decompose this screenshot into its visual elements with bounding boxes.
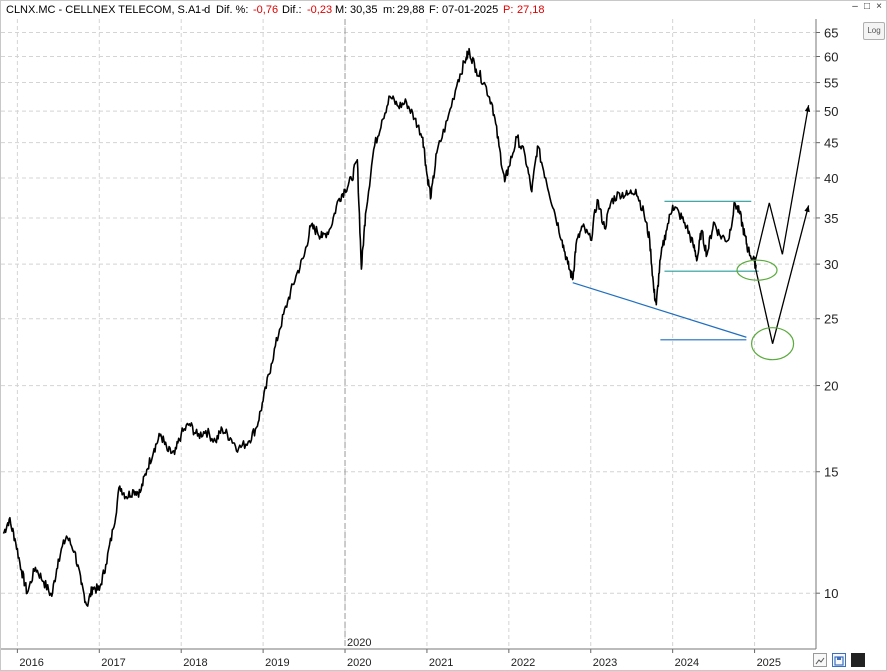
max-label: M: bbox=[335, 4, 348, 16]
y-tick-label: 55 bbox=[824, 76, 838, 91]
maximize-icon[interactable]: □ bbox=[863, 1, 871, 12]
min-value: 29,88 bbox=[397, 4, 425, 16]
date-value: 07-01-2025 bbox=[442, 4, 499, 16]
y-tick-label: 65 bbox=[824, 26, 838, 41]
dif-value: -0,23 bbox=[307, 4, 333, 16]
color-swatch-icon[interactable] bbox=[851, 653, 865, 667]
y-tick-label: 45 bbox=[824, 136, 838, 151]
bullish-projection-path-arrowhead bbox=[804, 105, 811, 112]
min-label: m: bbox=[383, 4, 396, 16]
bullish-projection-path bbox=[753, 105, 810, 265]
chart-header: CLNX.MC - CELLNEX TELECOM, S.A. - 1 d Di… bbox=[1, 1, 886, 19]
y-tick-label: 30 bbox=[824, 257, 838, 272]
y-tick-label: 15 bbox=[824, 465, 838, 480]
price-value: 27,18 bbox=[517, 4, 545, 16]
x-tick-label: 2022 bbox=[511, 657, 535, 669]
bearish-projection-path bbox=[753, 205, 810, 344]
period-label: 1 d bbox=[195, 4, 211, 16]
dif-pct-label: Dif. %: bbox=[216, 4, 249, 16]
y-tick-label: 20 bbox=[824, 379, 838, 394]
descending-trendline bbox=[572, 282, 747, 338]
y-tick-label: 10 bbox=[824, 586, 838, 601]
x-tick-label: 2018 bbox=[183, 657, 207, 669]
price-label: P: bbox=[503, 4, 514, 16]
x-tick-label: 2019 bbox=[265, 657, 289, 669]
x-tick-label: 2020 bbox=[347, 657, 371, 669]
target-ellipse-large bbox=[750, 327, 795, 361]
y-tick-label: 60 bbox=[824, 49, 838, 64]
dif-label: Dif.: bbox=[282, 4, 302, 16]
ticker-title: CLNX.MC - CELLNEX TELECOM, S.A. - bbox=[6, 4, 206, 16]
dif-pct-value: -0,76 bbox=[253, 4, 279, 16]
y-tick-label: 50 bbox=[824, 104, 838, 119]
price-series-line bbox=[2, 47, 757, 607]
y-tick-label: 35 bbox=[824, 211, 838, 226]
x-tick-label: 2021 bbox=[429, 657, 453, 669]
minimize-icon[interactable]: – bbox=[852, 1, 858, 12]
max-value: 30,35 bbox=[350, 4, 378, 16]
x-tick-label: 2023 bbox=[593, 657, 617, 669]
drawing-tool-icon[interactable] bbox=[813, 653, 827, 667]
x-tick-label: 2024 bbox=[675, 657, 699, 669]
cursor-label: 2020 bbox=[347, 637, 371, 649]
close-icon[interactable]: × bbox=[876, 1, 882, 12]
log-scale-button[interactable]: Log bbox=[863, 22, 885, 40]
x-tick-label: 2016 bbox=[19, 657, 43, 669]
y-tick-label: 25 bbox=[824, 312, 838, 327]
x-tick-label: 2017 bbox=[101, 657, 125, 669]
x-tick-label: 2025 bbox=[757, 657, 781, 669]
y-tick-label: 40 bbox=[824, 171, 838, 186]
support-ellipse-small bbox=[736, 259, 778, 281]
date-label: F: bbox=[429, 4, 439, 16]
bearish-projection-path-arrowhead bbox=[804, 205, 810, 213]
save-icon[interactable] bbox=[832, 653, 846, 667]
